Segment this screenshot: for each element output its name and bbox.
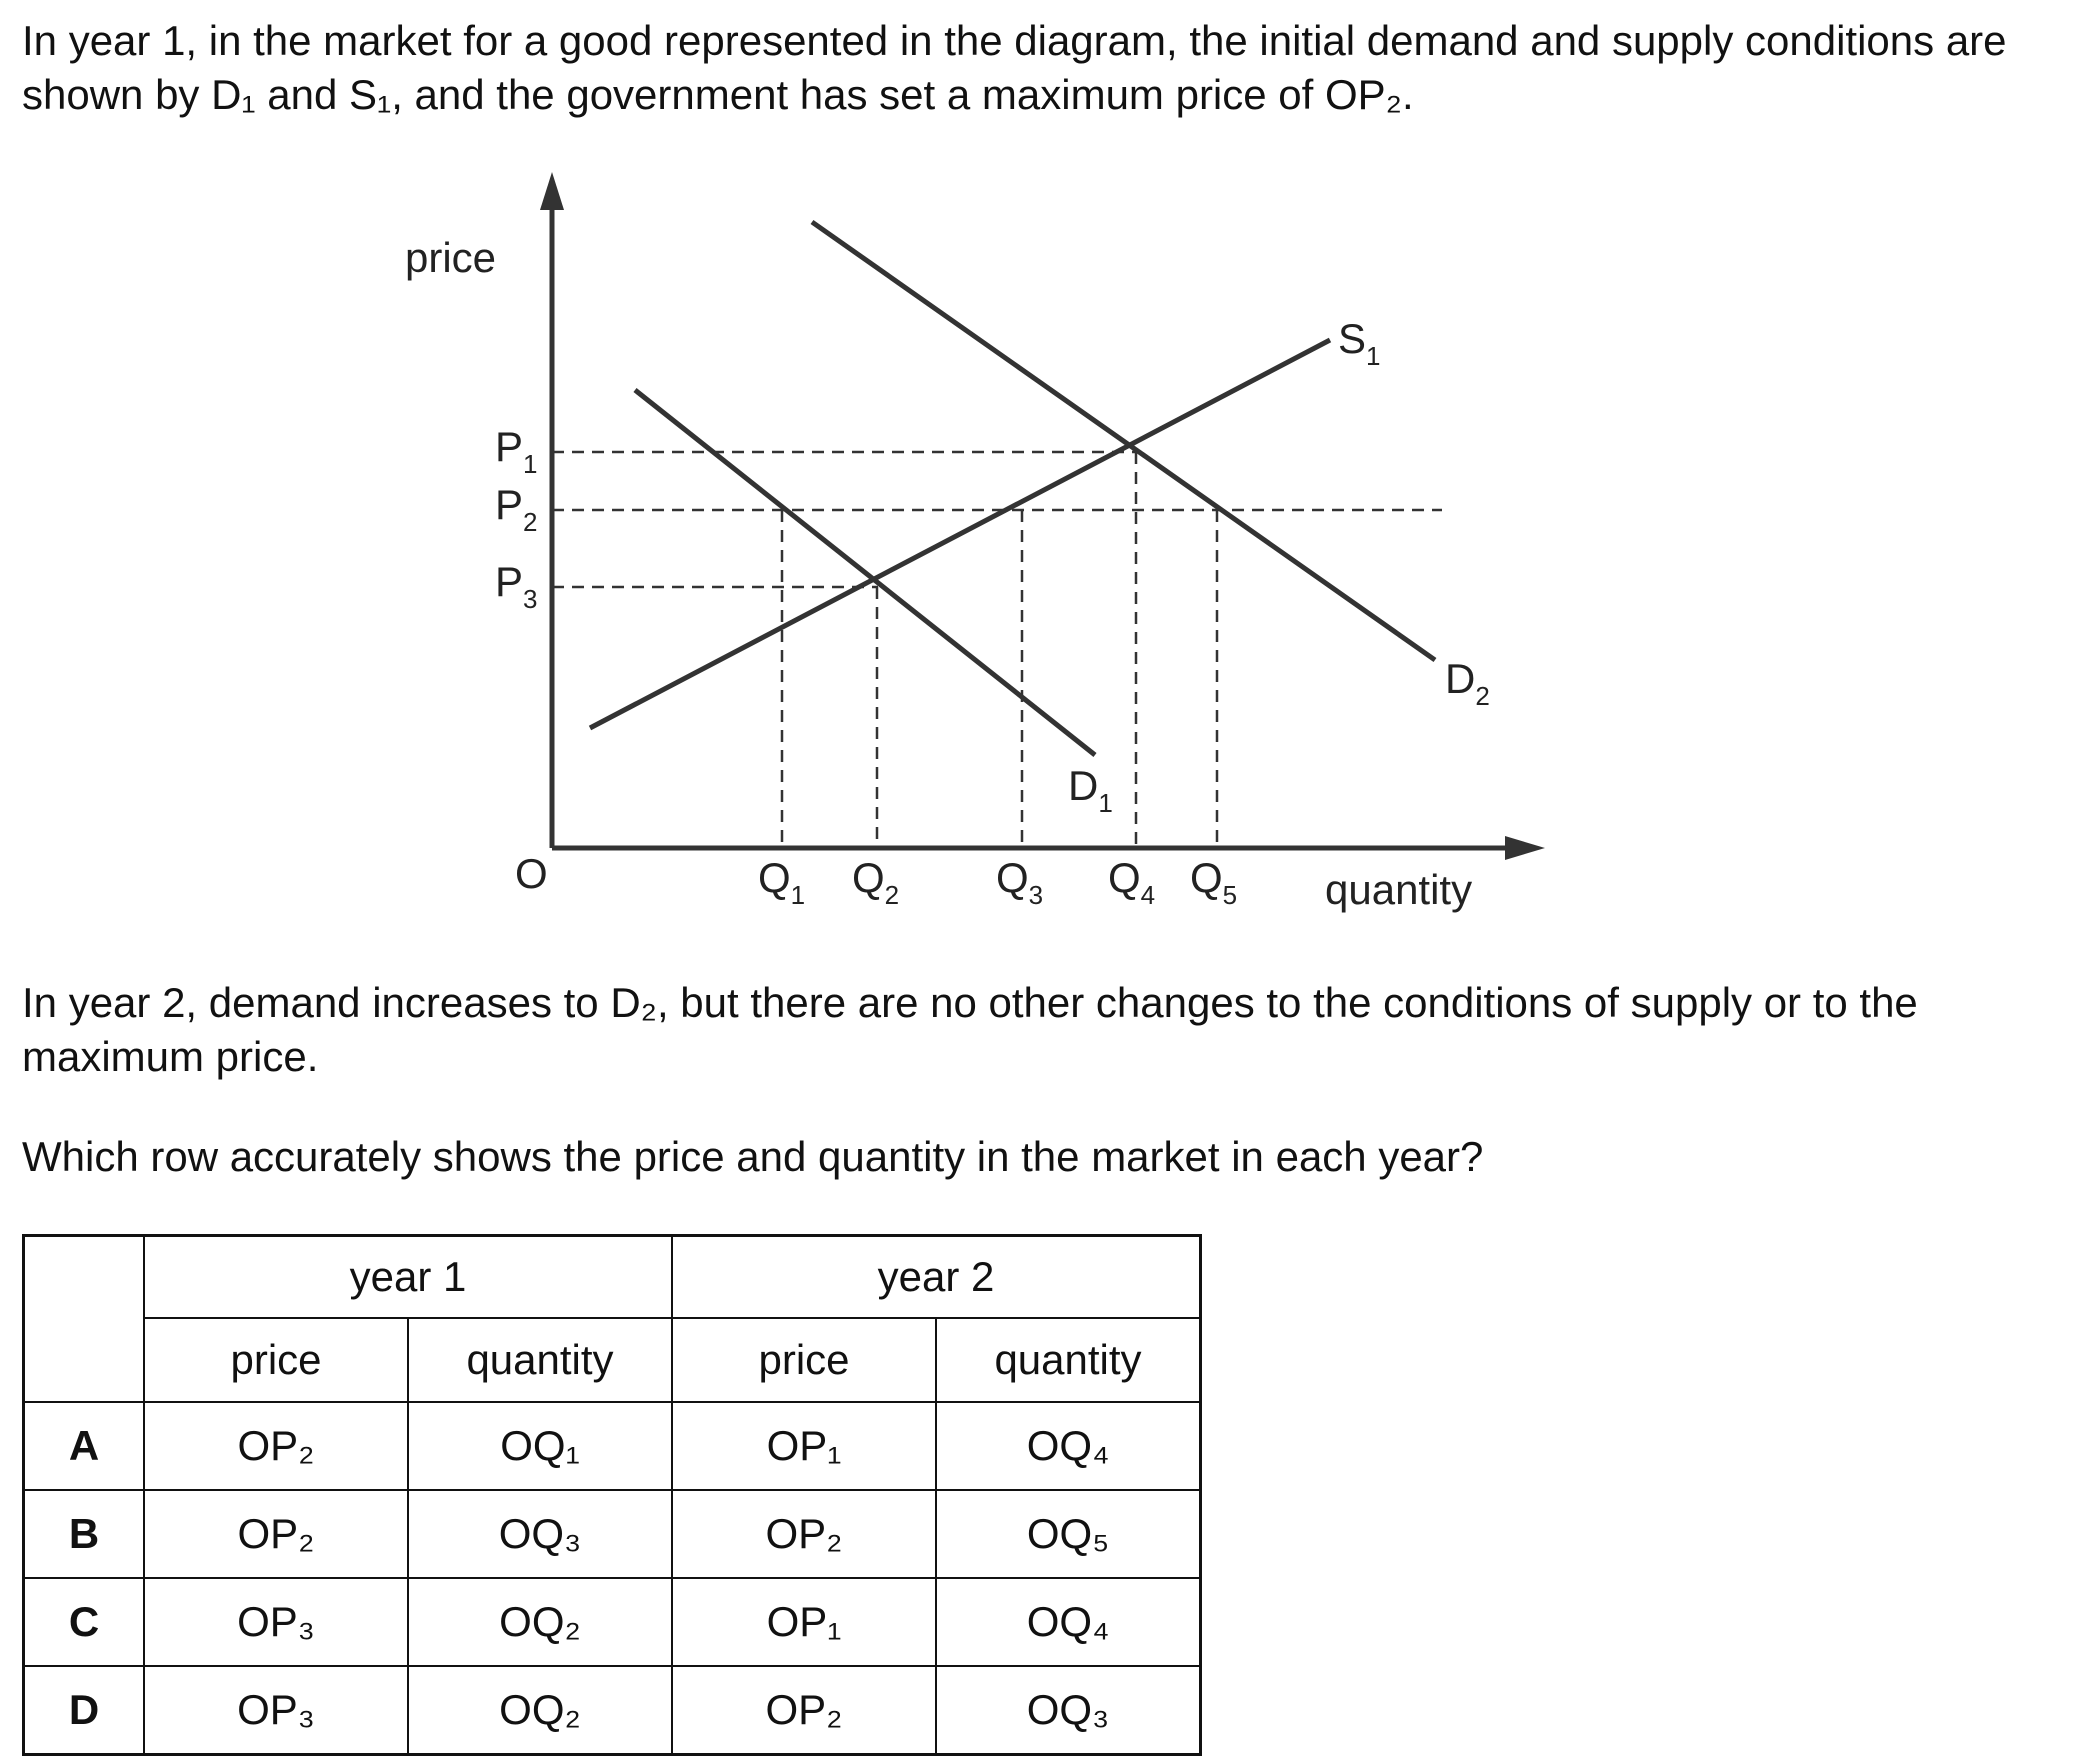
supply-demand-diagram: price quantity O P1 P2 P3 Q1 Q2 Q3 Q4 Q5… [405,172,1545,913]
q1-label: Q1 [758,854,805,910]
year2-price-header: price [671,1317,937,1403]
option-label: C [22,1577,145,1667]
table-cell: OQ₃ [407,1489,673,1579]
d2-curve [810,219,1437,663]
d1-label: D1 [1068,762,1113,818]
q5-label: Q5 [1190,854,1237,910]
question-prompt: Which row accurately shows the price and… [22,1133,1484,1180]
q4-label: Q4 [1108,854,1155,910]
table-cell: OP₂ [671,1489,937,1579]
table-cell: OP₃ [143,1577,409,1667]
table-cell: OQ₄ [935,1577,1202,1667]
year2-quantity-header: quantity [935,1317,1202,1403]
option-label: D [22,1665,145,1756]
s1-curve [588,337,1332,731]
price-axis-arrow-icon [540,172,564,210]
table-row[interactable]: C OP₃ OQ₂ OP₁ OQ₄ [22,1577,1202,1667]
option-label: B [22,1489,145,1579]
table-cell: OP₃ [143,1665,409,1756]
quantity-axis-arrow-icon [1505,836,1545,860]
table-cell: OP₂ [143,1401,409,1491]
answer-table: year 1 year 2 price quantity price quant… [22,1234,1202,1756]
table-cell: OQ₂ [407,1665,673,1756]
q3-label: Q3 [996,854,1043,910]
table-cell: OQ₃ [935,1665,1202,1756]
table-cell: OP₁ [671,1401,937,1491]
d1-curve [633,388,1097,757]
origin-label: O [515,850,548,897]
table-row[interactable]: D OP₃ OQ₂ OP₂ OQ₃ [22,1665,1202,1756]
question-intro: In year 1, in the market for a good repr… [22,17,2007,118]
table-cell: OP₁ [671,1577,937,1667]
price-axis-label: price [405,234,496,281]
year1-quantity-header: quantity [407,1317,673,1403]
p2-label: P2 [495,481,537,537]
s1-label: S1 [1338,315,1380,371]
table-row[interactable]: B OP₂ OQ₃ OP₂ OQ₅ [22,1489,1202,1579]
table-cell: OQ₁ [407,1401,673,1491]
p3-label: P3 [495,558,537,614]
option-label: A [22,1401,145,1491]
table-row[interactable]: A OP₂ OQ₁ OP₁ OQ₄ [22,1401,1202,1491]
table-cell: OQ₄ [935,1401,1202,1491]
table-cell: OQ₅ [935,1489,1202,1579]
table-corner [22,1234,145,1403]
year1-price-header: price [143,1317,409,1403]
p1-label: P1 [495,423,537,479]
year2-header: year 2 [671,1234,1202,1319]
d2-label: D2 [1445,655,1490,711]
q2-label: Q2 [852,854,899,910]
table-cell: OQ₂ [407,1577,673,1667]
question-change: In year 2, demand increases to D₂, but t… [22,979,1918,1080]
table-cell: OP₂ [143,1489,409,1579]
quantity-axis-label: quantity [1325,866,1472,913]
year1-header: year 1 [143,1234,673,1319]
table-cell: OP₂ [671,1665,937,1756]
